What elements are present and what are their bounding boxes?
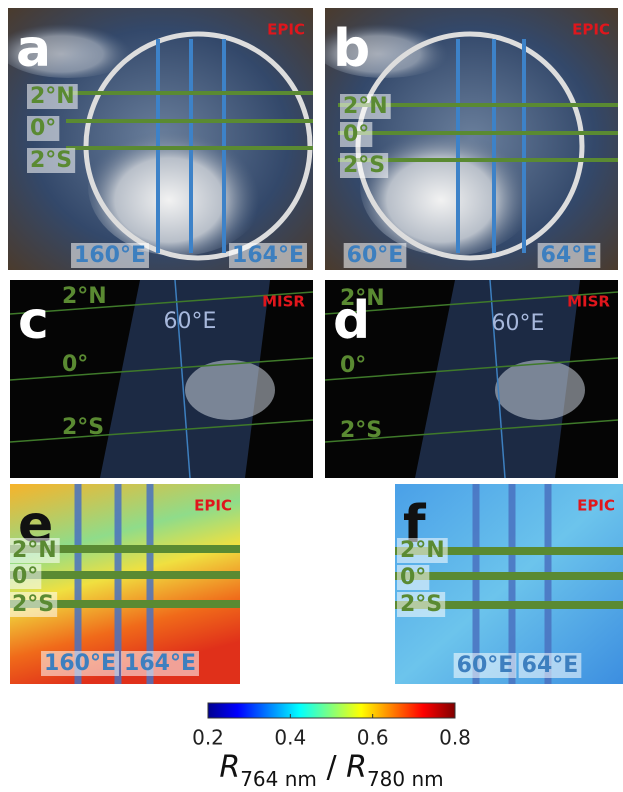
longitude-label-box [229,243,307,268]
latitude-label-box [340,153,389,178]
cloud [360,116,540,256]
longitude-label: 60°E [164,309,217,334]
latitude-line [325,291,618,315]
panel-letter: d [333,291,370,351]
label-part: / [317,750,346,785]
source-label: EPIC [577,497,615,515]
panel-letter: a [16,19,51,79]
latitude-label: 2°N [62,284,107,309]
source-label: EPIC [194,497,232,515]
longitude-label: 164°E [124,651,196,676]
longitude-label: 60°E [347,243,404,268]
panel: a EPIC 2°N 0° 2°S 160°E 164°E [8,8,313,270]
longitude-line [489,280,506,478]
label-subscript: 780 nm [367,767,444,791]
latitude-label-box [27,84,78,109]
latitude-label-box [397,592,446,617]
latitude-label: 2°S [343,153,385,178]
latitude-label-box [27,148,76,173]
longitude-label: 160°E [44,651,116,676]
longitude-label-box [71,243,149,268]
panel-letter: c [18,291,49,351]
cloud [325,18,455,78]
longitude-label: 64°E [522,653,579,678]
source-label: EPIC [572,21,610,39]
latitude-label: 2°S [30,148,72,173]
latitude-line [10,357,313,381]
latitude-label: 2°S [400,592,442,617]
longitude-label-box [41,651,119,676]
cloud [88,116,268,256]
latitude-line [325,357,618,381]
latitude-label: 0° [400,565,426,590]
longitude-label: 60°E [492,311,545,336]
latitude-label-box [27,116,60,141]
latitude-label: 2°N [12,538,57,563]
panel: b EPIC 2°N 0° 2°S 60°E 64°E [325,8,618,270]
colorbar-tick-label: 0.6 [357,726,389,750]
latitude-label: 0° [30,116,56,141]
latitude-label-box [10,538,60,563]
latitude-label-box [397,565,430,590]
longitude-label: 60°E [457,653,514,678]
latitude-label: 2°N [400,538,445,563]
latitude-label: 0° [343,122,369,147]
latitude-label: 0° [12,564,38,589]
latitude-label: 2°S [62,415,104,440]
latitude-label-box [10,592,58,617]
ratio-map [10,484,240,684]
latitude-line [10,291,313,315]
latitude-line [325,419,618,443]
longitude-line [174,280,191,478]
panel-letter: b [333,19,370,79]
cloud [8,18,138,78]
source-label: MISR [262,293,305,311]
longitude-label: 64°E [541,243,598,268]
latitude-label: 2°S [12,592,54,617]
latitude-label: 2°N [30,84,75,109]
longitude-label-box [537,243,601,268]
source-label: EPIC [267,21,305,39]
label-part: R [346,750,367,785]
colorbar-tick-label: 0.8 [439,726,471,750]
latitude-label: 0° [62,352,88,377]
longitude-label: 160°E [74,243,146,268]
latitude-label: 2°N [343,94,388,119]
colorbar-tick-label: 0.2 [192,726,224,750]
longitude-label: 164°E [232,243,304,268]
latitude-label-box [397,538,448,563]
cloud [185,360,275,420]
latitude-label-box [340,94,391,119]
colorbar-gradient [207,702,456,719]
source-label: MISR [567,293,610,311]
latitude-label: 2°N [340,286,385,311]
longitude-label-box [518,653,582,678]
panel: c MISR 2°N 0° 2°S 60°E [10,280,313,478]
latitude-label: 0° [340,353,366,378]
colorbar-label: R764 nm / R780 nm [219,750,443,791]
colorbar-tick-label: 0.4 [274,726,306,750]
latitude-label-box [10,564,42,589]
cloud [495,360,585,420]
longitude-label-box [343,243,407,268]
label-part: R [219,750,240,785]
latitude-label: 2°S [340,418,382,443]
swath [100,280,270,478]
longitude-label-box [453,653,517,678]
latitude-label-box [340,122,373,147]
latitude-line [10,419,313,443]
panel: d MISR 2°N 0° 2°S 60°E [325,280,618,478]
label-subscript: 764 nm [240,767,317,791]
longitude-label-box [121,651,199,676]
